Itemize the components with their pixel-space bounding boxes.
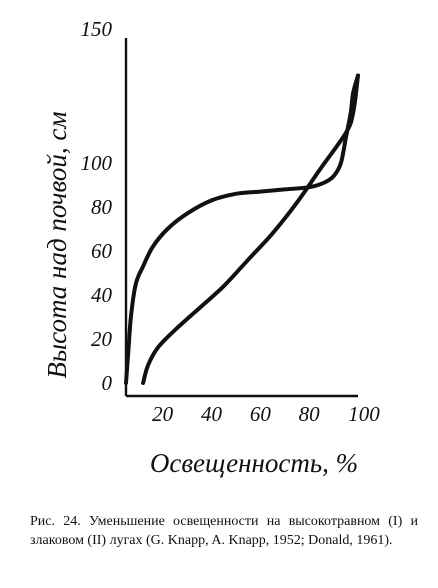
y-axis-label: Высота над почвой, см (42, 111, 72, 378)
x-tick-label: 20 (152, 402, 174, 426)
y-tick-label: 0 (102, 371, 113, 395)
y-tick-labels: 0 20 40 60 80 100 150 (81, 17, 113, 395)
figure-caption: Рис. 24. Уменьшение освещенности на высо… (30, 514, 418, 548)
axes (124, 38, 358, 398)
series-line-2 (141, 73, 360, 385)
x-tick-label: 100 (348, 402, 380, 426)
y-tick-label: 20 (91, 327, 113, 351)
x-tick-label: 80 (299, 402, 321, 426)
y-tick-label: 40 (91, 283, 113, 307)
y-tick-label: 80 (91, 195, 113, 219)
x-tick-label: 40 (201, 402, 223, 426)
series-line-1 (124, 73, 360, 385)
y-tick-label: 100 (81, 151, 113, 175)
chart: 0 20 40 60 80 100 150 20 40 60 80 100 Высота над п… (42, 17, 380, 478)
series-curves (124, 73, 360, 385)
y-tick-label: 60 (91, 239, 113, 263)
y-tick-label: 150 (81, 17, 113, 41)
x-axis-label: Освещенность, % (150, 448, 358, 478)
x-tick-label: 60 (250, 402, 272, 426)
x-tick-labels: 20 40 60 80 100 (152, 402, 380, 426)
